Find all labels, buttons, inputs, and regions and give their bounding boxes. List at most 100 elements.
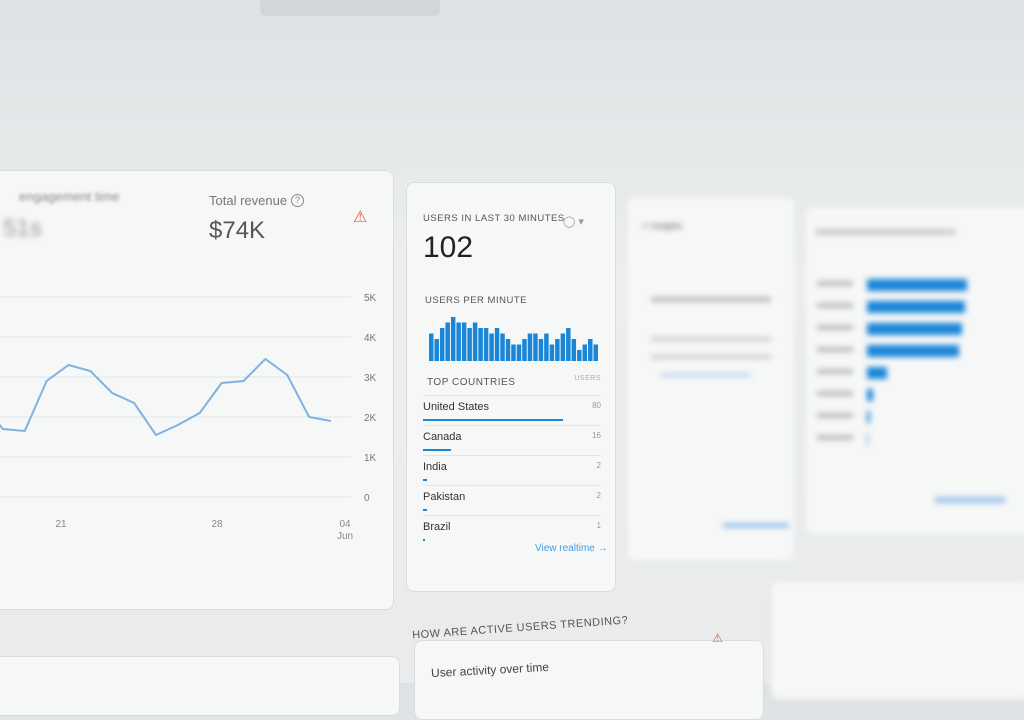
minute-bar[interactable]	[495, 328, 499, 361]
y-tick-label: 4K	[364, 333, 377, 344]
help-circle-icon[interactable]: ?	[291, 194, 304, 207]
minute-bar[interactable]	[594, 345, 598, 362]
country-name[interactable]: Brazil	[423, 521, 451, 533]
minute-bar[interactable]	[522, 339, 526, 361]
users-per-minute-chart	[429, 315, 599, 361]
user-activity-title: User activity over time	[431, 660, 550, 680]
minute-bar[interactable]	[478, 328, 482, 361]
country-bar	[423, 539, 425, 541]
row-label	[817, 369, 853, 374]
per-minute-label: USERS PER MINUTE	[425, 295, 527, 306]
minute-bar[interactable]	[555, 339, 559, 361]
minute-bar[interactable]	[440, 328, 444, 361]
country-name[interactable]: United States	[423, 401, 489, 413]
minute-bar[interactable]	[456, 323, 460, 362]
minute-bar[interactable]	[583, 345, 587, 362]
row-label	[817, 281, 853, 286]
compare-icon: ◯	[563, 216, 575, 228]
country-bar	[423, 449, 451, 451]
horizontal-bar	[867, 367, 887, 379]
row-label	[817, 435, 853, 440]
section-title: HOW ARE ACTIVE USERS TRENDING?	[412, 614, 629, 641]
chevron-down-icon: ▾	[578, 216, 584, 228]
realtime-value: 102	[423, 231, 473, 265]
y-tick-label: 5K	[364, 293, 377, 304]
view-link[interactable]	[935, 497, 1005, 503]
country-users: 1	[597, 521, 601, 530]
minute-bar[interactable]	[445, 323, 449, 362]
insights-text	[651, 337, 771, 341]
minute-bar[interactable]	[467, 328, 471, 361]
country-bar	[423, 419, 563, 421]
y-tick-label: 1K	[364, 453, 377, 464]
right-chart-card	[804, 206, 1024, 536]
minute-bar[interactable]	[572, 339, 576, 361]
minute-bar[interactable]	[588, 339, 592, 361]
country-users: 16	[592, 431, 601, 440]
minute-bar[interactable]	[517, 345, 521, 362]
bottom-right-card	[770, 580, 1024, 700]
row-label	[817, 347, 853, 352]
row-label	[817, 325, 853, 330]
minute-bar[interactable]	[561, 334, 565, 362]
minute-bar[interactable]	[506, 339, 510, 361]
horizontal-bar	[867, 279, 967, 291]
minute-bar[interactable]	[533, 334, 537, 362]
country-users: 2	[597, 491, 601, 500]
user-activity-card: User activity over time ⚠	[414, 640, 764, 720]
compare-dropdown[interactable]: ◯ ▾	[563, 215, 597, 237]
insights-text	[661, 373, 751, 377]
minute-bar[interactable]	[484, 328, 488, 361]
x-tick-label: 04	[339, 519, 351, 530]
view-insights-link[interactable]	[723, 523, 789, 528]
country-name[interactable]: Canada	[423, 431, 462, 443]
horizontal-bar	[867, 323, 962, 335]
row-divider	[423, 515, 601, 516]
minute-bar[interactable]	[473, 323, 477, 362]
warning-triangle-icon[interactable]: ⚠	[712, 631, 723, 645]
warning-triangle-icon[interactable]: ⚠	[353, 207, 367, 227]
y-tick-label: 3K	[364, 373, 377, 384]
minute-bar[interactable]	[500, 334, 504, 362]
country-users: 80	[592, 401, 601, 410]
minute-bar[interactable]	[550, 345, 554, 362]
row-label	[817, 303, 853, 308]
row-divider	[423, 395, 601, 396]
y-tick-label: 0	[364, 493, 370, 504]
insights-card: ↗ Insights	[626, 196, 796, 562]
minute-bar[interactable]	[511, 345, 515, 362]
minute-bar[interactable]	[528, 334, 532, 362]
row-divider	[423, 425, 601, 426]
minute-bar[interactable]	[429, 334, 433, 362]
insights-title: ↗ Insights	[641, 221, 682, 232]
horizontal-bar	[867, 345, 959, 357]
top-countries-label: TOP COUNTRIES	[427, 377, 515, 388]
view-realtime-link[interactable]: View realtime →	[535, 543, 608, 554]
insights-title-text: Insights	[651, 221, 682, 231]
minute-bar[interactable]	[489, 334, 493, 362]
top-bar	[260, 0, 440, 16]
revenue-label: Total revenue	[209, 193, 287, 208]
minute-bar[interactable]	[462, 323, 466, 362]
y-tick-label: 2K	[364, 413, 377, 424]
view-realtime-label: View realtime	[535, 543, 595, 554]
minute-bar[interactable]	[566, 328, 570, 361]
country-name[interactable]: India	[423, 461, 447, 473]
engagement-label-text: engagement time	[19, 189, 119, 204]
country-users: 2	[597, 461, 601, 470]
realtime-title: USERS IN LAST 30 MINUTES	[423, 213, 565, 224]
minute-bar[interactable]	[434, 339, 438, 361]
realtime-card: USERS IN LAST 30 MINUTES ◯ ▾ 102 USERS P…	[406, 182, 616, 592]
country-bar	[423, 479, 427, 481]
minute-bar[interactable]	[539, 339, 543, 361]
minute-bar[interactable]	[451, 317, 455, 361]
country-bar	[423, 509, 427, 511]
horizontal-bar	[867, 411, 870, 423]
x-tick-label: Jun	[337, 531, 353, 542]
row-divider	[423, 485, 601, 486]
minute-bar[interactable]	[577, 350, 581, 361]
minute-bar[interactable]	[544, 334, 548, 362]
row-label	[817, 391, 853, 396]
country-name[interactable]: Pakistan	[423, 491, 465, 503]
